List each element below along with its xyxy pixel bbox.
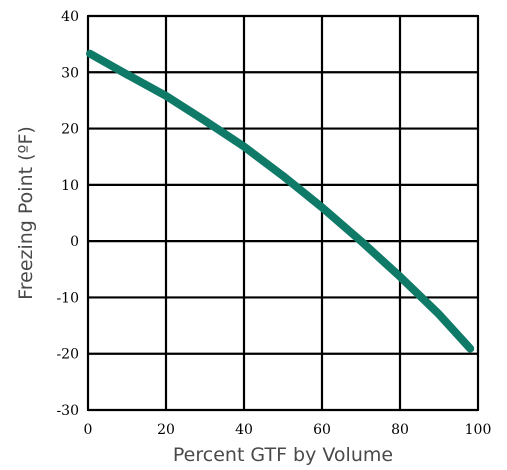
y-tick-labels: 40 30 20 10 0 -10 -20 -30 <box>56 9 79 419</box>
y-tick-label: 30 <box>61 65 79 81</box>
x-tick-label: 20 <box>157 422 175 438</box>
y-axis-title: Freezing Point (ºF) <box>15 126 37 300</box>
series-layer <box>86 49 475 353</box>
y-tick-label: 10 <box>61 178 79 194</box>
y-tick-label: 0 <box>70 234 79 250</box>
x-axis-title: Percent GTF by Volume <box>173 444 393 466</box>
y-tick-label: 20 <box>61 122 79 138</box>
x-tick-label: 40 <box>235 422 253 438</box>
x-tick-labels: 0 20 40 60 80 100 <box>84 422 492 438</box>
y-tick-label: -10 <box>56 290 79 306</box>
y-tick-label: 40 <box>61 9 79 25</box>
plot-frame <box>87 15 479 411</box>
x-tick-label: 60 <box>313 422 331 438</box>
x-tick-label: 80 <box>391 422 409 438</box>
x-tick-label: 100 <box>465 422 492 438</box>
y-tick-label: -30 <box>56 403 79 419</box>
x-tick-label: 0 <box>84 422 93 438</box>
grid-lines <box>86 14 480 412</box>
series-line <box>86 49 475 353</box>
y-tick-label: -20 <box>56 347 79 363</box>
